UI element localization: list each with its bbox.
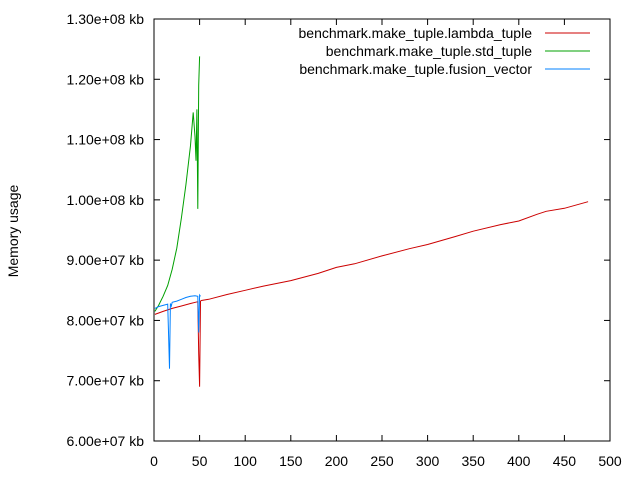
x-tick-label: 250 [370,453,394,469]
legend-label: benchmark.make_tuple.std_tuple [326,43,532,59]
x-tick-label: 150 [279,453,303,469]
x-tick-label: 0 [150,453,158,469]
x-tick-label: 450 [553,453,577,469]
y-tick-label: 7.00e+07 kb [67,373,145,389]
y-axis-label: Memory usage [5,184,21,277]
legend: benchmark.make_tuple.lambda_tuplebenchma… [299,25,590,77]
y-tick-label: 1.10e+08 kb [67,132,145,148]
x-tick-label: 350 [462,453,486,469]
y-tick-label: 1.30e+08 kb [67,11,145,27]
y-tick-label: 9.00e+07 kb [67,252,145,268]
series-line-0 [154,201,589,387]
y-tick-label: 6.00e+07 kb [67,433,145,449]
x-tick-label: 500 [598,453,622,469]
x-tick-label: 400 [507,453,531,469]
y-tick-label: 1.20e+08 kb [67,71,145,87]
legend-label: benchmark.make_tuple.fusion_vector [299,61,532,77]
x-tick-label: 100 [234,453,258,469]
x-tick-label: 50 [192,453,208,469]
x-tick-label: 300 [416,453,440,469]
x-tick-label: 200 [325,453,349,469]
series-group [154,56,589,387]
series-line-1 [154,56,201,312]
ticks-group: 0 50 100 150 200 250 300 350 400 450 500 6.00e+07 k… [67,11,622,469]
legend-label: benchmark.make_tuple.lambda_tuple [299,25,533,41]
y-tick-label: 1.00e+08 kb [67,192,145,208]
series-line-2 [154,293,201,369]
y-tick-label: 8.00e+07 kb [67,312,145,328]
